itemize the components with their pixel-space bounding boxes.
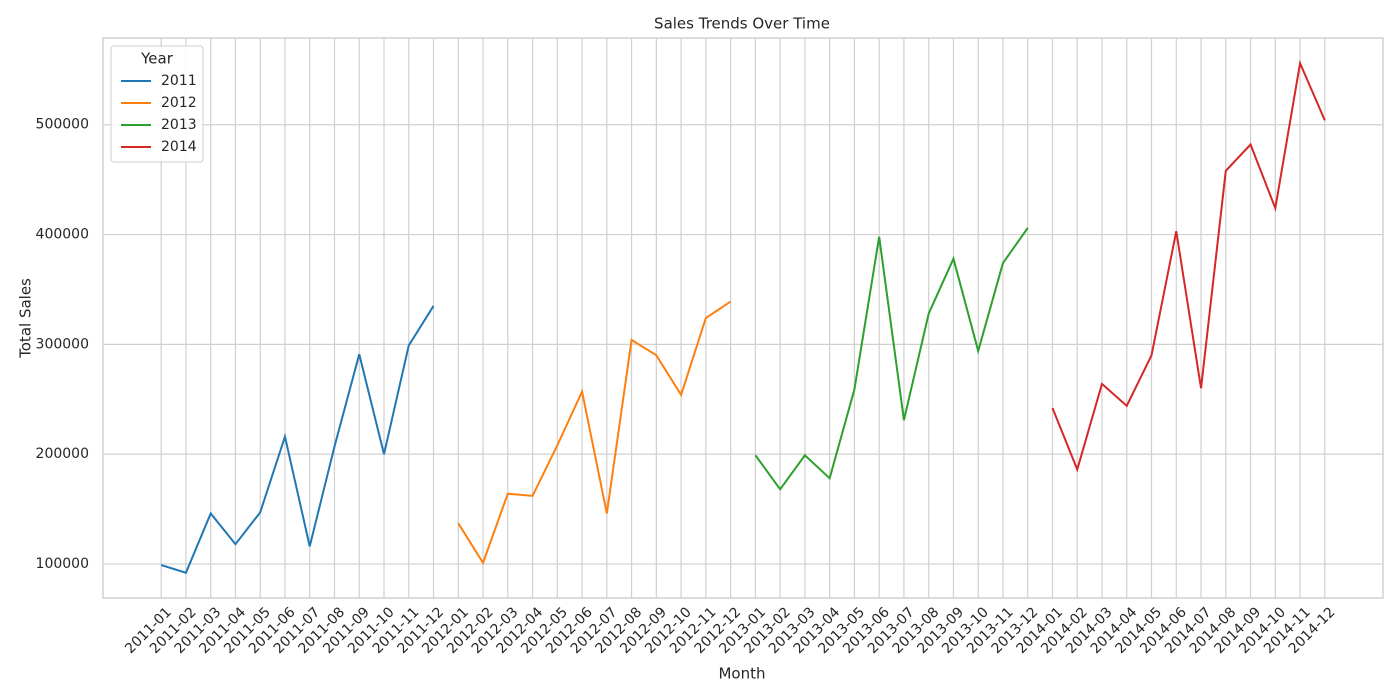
y-axis-label: Total Sales	[17, 278, 35, 359]
line-series	[754, 227, 1029, 491]
legend-box	[110, 45, 204, 163]
y-tick-label: 200000	[36, 446, 89, 462]
legend-label: 2013	[161, 117, 197, 133]
x-axis-label: Month	[718, 665, 765, 683]
plot-frame	[102, 37, 1384, 599]
y-tick-label: 300000	[36, 336, 89, 352]
legend-label: 2012	[161, 95, 197, 111]
y-tick-label: 400000	[36, 227, 89, 243]
line-series	[1051, 59, 1326, 473]
legend-label: 2014	[161, 139, 197, 155]
line-series	[457, 300, 732, 566]
line-series	[160, 305, 435, 574]
legend-label: 2011	[161, 73, 197, 89]
y-tick-label: 500000	[36, 117, 89, 133]
legend: Year 2011 2012 2013 2014	[110, 45, 204, 163]
y-tick-label: 100000	[36, 556, 89, 572]
chart-title: Sales Trends Over Time	[654, 15, 830, 33]
legend-title: Year	[140, 50, 174, 68]
